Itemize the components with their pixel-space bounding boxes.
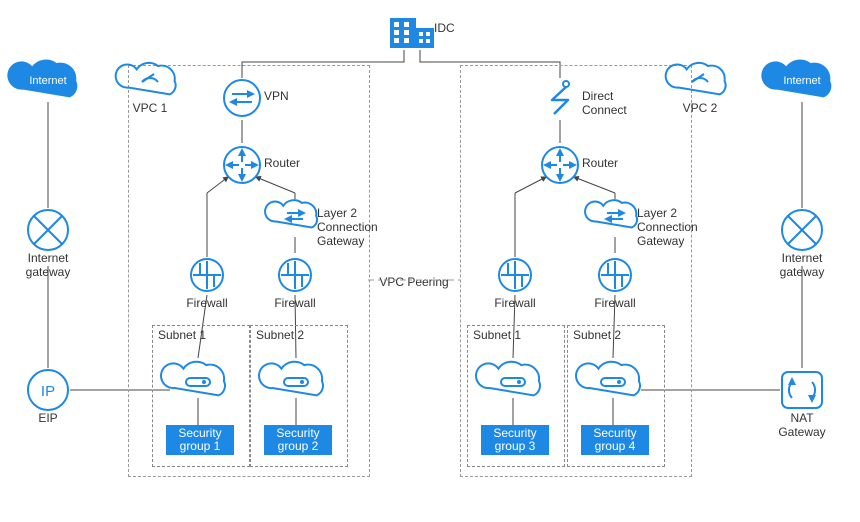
security-group-3: Security group 3 bbox=[481, 425, 549, 455]
firewall1b-label: Firewall bbox=[255, 297, 335, 311]
security-group-1: Security group 1 bbox=[166, 425, 234, 455]
cloud1a-icon bbox=[161, 362, 225, 396]
nat_gw-icon bbox=[782, 372, 822, 408]
nodes-layer: Internet Internet IP bbox=[0, 0, 860, 522]
firewall2b-icon bbox=[599, 259, 631, 291]
direct_connect-icon bbox=[552, 81, 569, 114]
cloud1b-icon bbox=[259, 362, 323, 396]
svg-text:IP: IP bbox=[41, 383, 55, 400]
direct_connect-label: Direct Connect bbox=[582, 90, 627, 118]
router1-icon bbox=[224, 147, 260, 183]
internet_right-icon: Internet bbox=[762, 61, 830, 97]
firewall2b-label: Firewall bbox=[575, 297, 655, 311]
security-group-1-label: Security group 1 bbox=[166, 427, 234, 453]
firewall1a-label: Firewall bbox=[167, 297, 247, 311]
firewall2a-icon bbox=[499, 259, 531, 291]
security-group-2: Security group 2 bbox=[264, 425, 332, 455]
idc-icon bbox=[390, 18, 434, 48]
security-group-3-label: Security group 3 bbox=[481, 427, 549, 453]
eip-icon: IP bbox=[28, 370, 68, 410]
vpc1_cloud-icon bbox=[116, 63, 176, 95]
cloud2a-icon bbox=[476, 362, 540, 396]
vpn-label: VPN bbox=[264, 90, 289, 104]
svg-text:Internet: Internet bbox=[783, 75, 820, 87]
idc-label: IDC bbox=[434, 22, 455, 36]
internet_left-icon: Internet bbox=[8, 61, 76, 97]
inet_gw_right-label: Internet gateway bbox=[762, 252, 842, 280]
inet_gw_left-icon bbox=[28, 210, 68, 250]
vpn-icon bbox=[224, 80, 260, 116]
svg-text:Internet: Internet bbox=[29, 75, 66, 87]
nat_gw-label: NAT Gateway bbox=[762, 412, 842, 440]
vpc1_cloud-label: VPC 1 bbox=[110, 102, 190, 116]
eip-label: EIP bbox=[8, 412, 88, 426]
l2gw2-label: Layer 2 Connection Gateway bbox=[637, 207, 698, 248]
router2-label: Router bbox=[582, 157, 618, 171]
firewall1b-icon bbox=[279, 259, 311, 291]
l2gw1-label: Layer 2 Connection Gateway bbox=[317, 207, 378, 248]
vpc2_cloud-label: VPC 2 bbox=[660, 102, 740, 116]
l2gw2-icon bbox=[585, 200, 637, 227]
inet_gw_right-icon bbox=[782, 210, 822, 250]
inet_gw_left-label: Internet gateway bbox=[8, 252, 88, 280]
security-group-2-label: Security group 2 bbox=[264, 427, 332, 453]
security-group-4: Security group 4 bbox=[581, 425, 649, 455]
firewall1a-icon bbox=[191, 259, 223, 291]
security-group-4-label: Security group 4 bbox=[581, 427, 649, 453]
router1-label: Router bbox=[264, 157, 300, 171]
router2-icon bbox=[542, 147, 578, 183]
l2gw1-icon bbox=[265, 200, 317, 227]
vpc2_cloud-icon bbox=[666, 63, 726, 95]
cloud2b-icon bbox=[576, 362, 640, 396]
firewall2a-label: Firewall bbox=[475, 297, 555, 311]
